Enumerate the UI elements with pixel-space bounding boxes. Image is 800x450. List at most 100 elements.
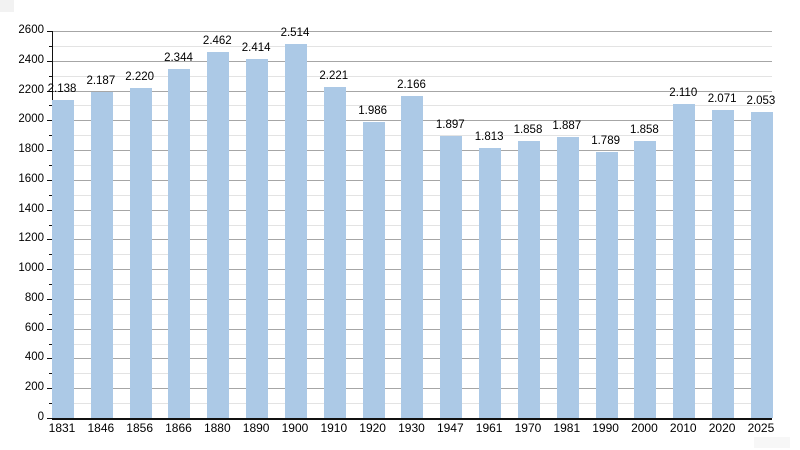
bar-value-label: 1.897	[435, 118, 465, 131]
x-axis-label: 1961	[475, 421, 503, 435]
bar-value-label: 1.789	[591, 134, 620, 147]
y-axis-tick	[49, 284, 52, 286]
y-axis-tick	[47, 388, 52, 390]
bar-1920	[362, 122, 385, 418]
x-axis-label: 1910	[320, 421, 348, 435]
x-axis-label: 2025	[747, 421, 775, 435]
y-axis-tick	[47, 60, 52, 62]
bar-value-label: 2.344	[164, 52, 193, 65]
x-axis-label: 1831	[48, 421, 76, 435]
bar-value-label: 2.414	[241, 41, 271, 54]
y-axis-tick	[47, 179, 52, 181]
bar-1930	[401, 95, 424, 418]
y-axis-label: 400	[24, 351, 44, 364]
x-axis-label: 1866	[165, 421, 192, 435]
y-axis-tick	[49, 75, 52, 77]
y-axis-label: 2000	[18, 113, 44, 126]
bar-1970	[517, 141, 540, 418]
bar-value-label: 1.887	[552, 120, 582, 133]
x-axis-label: 2000	[631, 421, 658, 435]
y-axis-tick	[47, 209, 52, 211]
y-axis-tick	[49, 135, 52, 137]
y-axis-tick	[49, 194, 52, 196]
bar-1900	[284, 43, 307, 418]
y-axis-label: 1600	[18, 172, 44, 185]
y-axis-tick	[49, 343, 52, 345]
y-axis-label: 2400	[18, 53, 44, 66]
bar-value-label: 2.053	[746, 95, 776, 108]
bar-value-label: 1.986	[358, 105, 388, 118]
x-axis-label: 1990	[592, 421, 619, 435]
y-axis-tick	[47, 120, 52, 122]
y-axis-tick	[47, 150, 52, 152]
y-axis-label: 1800	[18, 143, 44, 156]
x-axis-label: 1846	[87, 421, 115, 435]
bar-value-label: 2.462	[202, 34, 232, 47]
x-axis-label: 2010	[669, 421, 697, 435]
bar-1890	[246, 58, 269, 418]
bar-value-label: 2.220	[125, 70, 155, 83]
bar-value-label: 1.858	[513, 124, 543, 137]
y-axis-tick	[49, 313, 52, 315]
major-gridline	[53, 31, 772, 32]
x-axis-label: 2020	[708, 421, 736, 435]
bar-1846	[90, 92, 113, 418]
y-axis-label: 800	[24, 291, 44, 304]
major-gridline	[53, 90, 772, 92]
y-axis-label: 1000	[18, 262, 44, 275]
bar-1910	[323, 87, 346, 418]
y-axis-tick	[49, 403, 52, 405]
y-axis-label: 200	[24, 381, 44, 394]
bar-1866	[168, 69, 191, 418]
major-gridline	[53, 60, 772, 62]
y-axis-tick	[47, 90, 52, 92]
bar-1880	[207, 51, 230, 418]
x-axis-label: 1900	[281, 421, 309, 435]
y-axis-tick	[47, 358, 52, 360]
y-axis-label: 2600	[18, 24, 44, 36]
y-axis-tick	[47, 418, 52, 419]
bar-value-label: 2.187	[86, 75, 116, 88]
bar-1990	[595, 151, 618, 418]
y-axis-tick	[49, 105, 52, 107]
y-axis-tick	[49, 164, 52, 166]
x-axis-label: 1947	[436, 421, 464, 435]
y-axis-label: 2200	[18, 83, 44, 96]
plot-area	[52, 31, 773, 420]
bar-1856	[129, 87, 152, 418]
y-axis-tick	[47, 239, 52, 241]
y-axis-tick	[49, 45, 52, 47]
x-axis-label: 1981	[553, 421, 581, 435]
y-axis-tick	[49, 224, 52, 226]
x-axis-label: 1930	[398, 421, 425, 435]
y-axis-tick	[47, 298, 52, 300]
y-axis-tick	[47, 269, 52, 271]
bar-value-label: 2.166	[397, 78, 426, 91]
bar-value-label: 1.813	[474, 131, 504, 144]
bar-1981	[556, 137, 579, 418]
x-axis-label: 1970	[514, 421, 542, 435]
bar-2025	[750, 112, 773, 418]
bar-value-label: 1.858	[630, 124, 659, 137]
y-axis-tick	[49, 254, 52, 256]
y-axis-label: 1200	[18, 232, 44, 245]
bar-1961	[479, 148, 502, 418]
corner-artifact-top-left	[0, 0, 14, 12]
y-axis-label: 0	[37, 411, 44, 423]
bar-value-label: 2.138	[47, 82, 77, 95]
bar-value-label: 2.221	[319, 70, 349, 83]
bar-value-label: 2.514	[280, 26, 310, 39]
bar-1831	[52, 99, 74, 418]
x-axis-label: 1890	[242, 421, 270, 435]
bar-value-label: 2.110	[669, 86, 698, 99]
y-axis-label: 600	[24, 321, 44, 334]
bar-2020	[712, 109, 735, 418]
y-axis-tick	[47, 328, 52, 330]
y-axis-tick	[47, 31, 52, 32]
bar-1947	[440, 135, 463, 418]
x-axis-label: 1880	[203, 421, 231, 435]
x-axis-label: 1856	[126, 421, 153, 435]
x-axis-label: 1920	[359, 421, 386, 435]
minor-gridline	[53, 75, 772, 77]
